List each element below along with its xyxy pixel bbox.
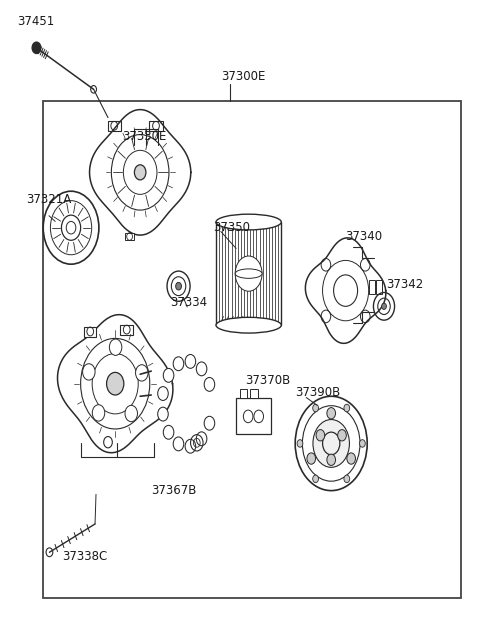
Circle shape <box>163 369 174 382</box>
Circle shape <box>204 416 215 430</box>
Ellipse shape <box>235 269 262 278</box>
Polygon shape <box>125 233 134 240</box>
Circle shape <box>196 362 207 376</box>
Circle shape <box>135 365 148 381</box>
Circle shape <box>344 475 349 482</box>
Circle shape <box>338 430 347 441</box>
Circle shape <box>32 42 41 53</box>
Polygon shape <box>240 389 247 398</box>
Circle shape <box>185 355 196 369</box>
Circle shape <box>235 256 262 291</box>
Polygon shape <box>84 327 96 337</box>
Polygon shape <box>120 325 133 335</box>
Text: 37370B: 37370B <box>245 374 290 387</box>
Circle shape <box>92 404 105 421</box>
Text: 37300E: 37300E <box>221 70 265 83</box>
Ellipse shape <box>216 214 281 230</box>
Text: 37367B: 37367B <box>151 484 197 497</box>
Text: 37334: 37334 <box>170 296 207 309</box>
Polygon shape <box>108 121 121 131</box>
Circle shape <box>313 420 349 467</box>
Circle shape <box>382 303 386 309</box>
Circle shape <box>134 165 146 180</box>
Circle shape <box>360 440 365 447</box>
Circle shape <box>163 425 174 439</box>
Circle shape <box>347 453 356 464</box>
Text: 37451: 37451 <box>17 15 54 28</box>
Polygon shape <box>149 121 163 131</box>
Circle shape <box>327 408 336 419</box>
Circle shape <box>295 396 367 491</box>
Polygon shape <box>376 280 382 294</box>
Circle shape <box>327 454 336 465</box>
Circle shape <box>316 430 324 441</box>
Circle shape <box>204 377 215 391</box>
Polygon shape <box>236 398 271 434</box>
Ellipse shape <box>216 317 281 333</box>
Text: 37330E: 37330E <box>122 130 167 143</box>
Circle shape <box>176 282 181 290</box>
Circle shape <box>83 364 95 380</box>
Text: 37390B: 37390B <box>295 386 340 399</box>
Bar <box>43 101 461 598</box>
Circle shape <box>107 372 124 395</box>
Circle shape <box>158 387 168 401</box>
Circle shape <box>109 339 122 355</box>
Polygon shape <box>369 280 375 294</box>
Circle shape <box>307 453 315 464</box>
Circle shape <box>173 357 184 370</box>
Text: 37350: 37350 <box>214 221 251 234</box>
Polygon shape <box>250 389 258 398</box>
Circle shape <box>344 404 349 412</box>
Text: 37338C: 37338C <box>62 550 108 563</box>
Circle shape <box>158 407 168 421</box>
Circle shape <box>185 439 196 453</box>
Text: 37342: 37342 <box>386 277 424 291</box>
Circle shape <box>313 475 319 482</box>
Text: 37321A: 37321A <box>26 193 72 206</box>
Circle shape <box>125 405 137 421</box>
Circle shape <box>173 437 184 451</box>
Circle shape <box>297 440 303 447</box>
Text: 37340: 37340 <box>346 230 383 243</box>
Circle shape <box>196 432 207 446</box>
Circle shape <box>313 404 319 412</box>
